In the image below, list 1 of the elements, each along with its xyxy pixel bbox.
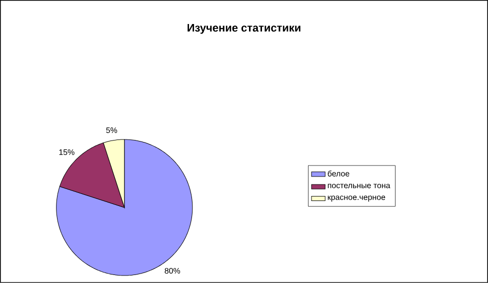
chart-title: Изучение статистики	[188, 24, 300, 34]
